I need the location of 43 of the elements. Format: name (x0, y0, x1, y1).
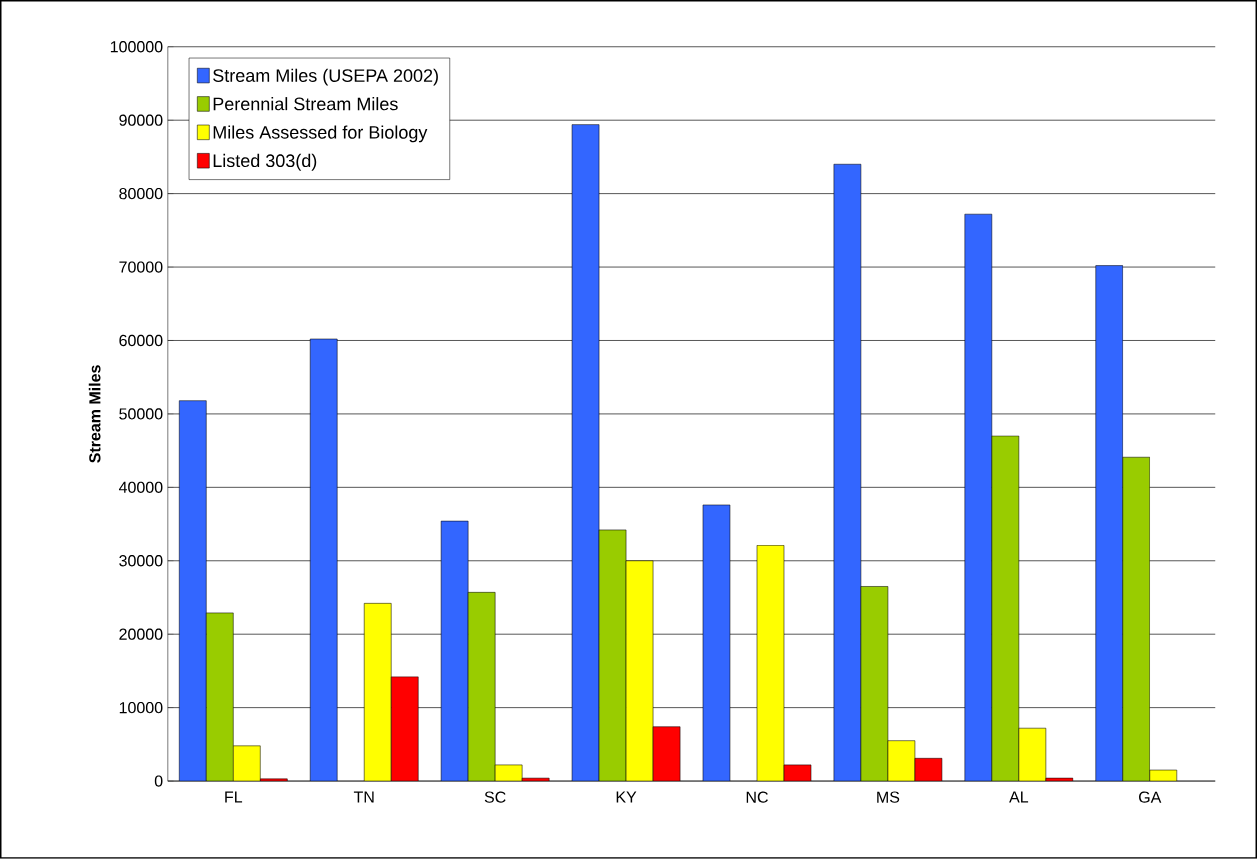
bar (571, 124, 600, 782)
bar (756, 545, 785, 782)
bar (206, 612, 234, 782)
y-tick-label: 30000 (119, 555, 163, 567)
bar (625, 560, 654, 782)
bar (702, 504, 731, 782)
y-tick-label: 70000 (119, 261, 163, 273)
bar (1095, 265, 1124, 782)
x-tick-label: AL (1009, 791, 1029, 803)
bar (833, 164, 862, 782)
x-tick-label: KY (616, 791, 637, 803)
x-tick-label: NC (746, 791, 768, 803)
bar (598, 529, 627, 782)
bar (964, 213, 993, 782)
y-tick-label: 60000 (119, 334, 163, 347)
legend-label: Listed 303(d) (213, 153, 317, 171)
x-tick-label: FL (225, 791, 243, 803)
bar (440, 520, 469, 782)
bar (309, 338, 338, 782)
x-tick-label: MS (877, 791, 900, 803)
y-tick-label: 40000 (118, 481, 163, 494)
y-axis-title: Stream Miles (88, 365, 101, 463)
bar (1122, 457, 1151, 782)
legend-label: Perennial Stream Miles (213, 97, 398, 111)
bar (178, 400, 207, 782)
y-tick-label: 90000 (119, 114, 163, 126)
bar (233, 745, 261, 782)
x-tick-label: GA (1139, 791, 1162, 803)
bar (363, 603, 392, 782)
bar (991, 435, 1020, 782)
legend-label: Stream Miles (USEPA 2002) (213, 68, 438, 86)
y-tick-label: 20000 (119, 628, 163, 640)
bar (1018, 728, 1047, 782)
y-tick-label: 80000 (119, 188, 163, 200)
bar (860, 586, 889, 782)
y-tick-label: 100000 (110, 41, 163, 53)
bar (467, 592, 496, 782)
legend-label: Miles Assessed for Biology (213, 125, 428, 143)
x-tick-label: SC (484, 791, 506, 803)
y-tick-label: 10000 (119, 702, 163, 714)
y-tick-label: 50000 (119, 408, 163, 420)
y-tick-label: 0 (154, 775, 163, 787)
x-tick-label: TN (353, 791, 374, 803)
